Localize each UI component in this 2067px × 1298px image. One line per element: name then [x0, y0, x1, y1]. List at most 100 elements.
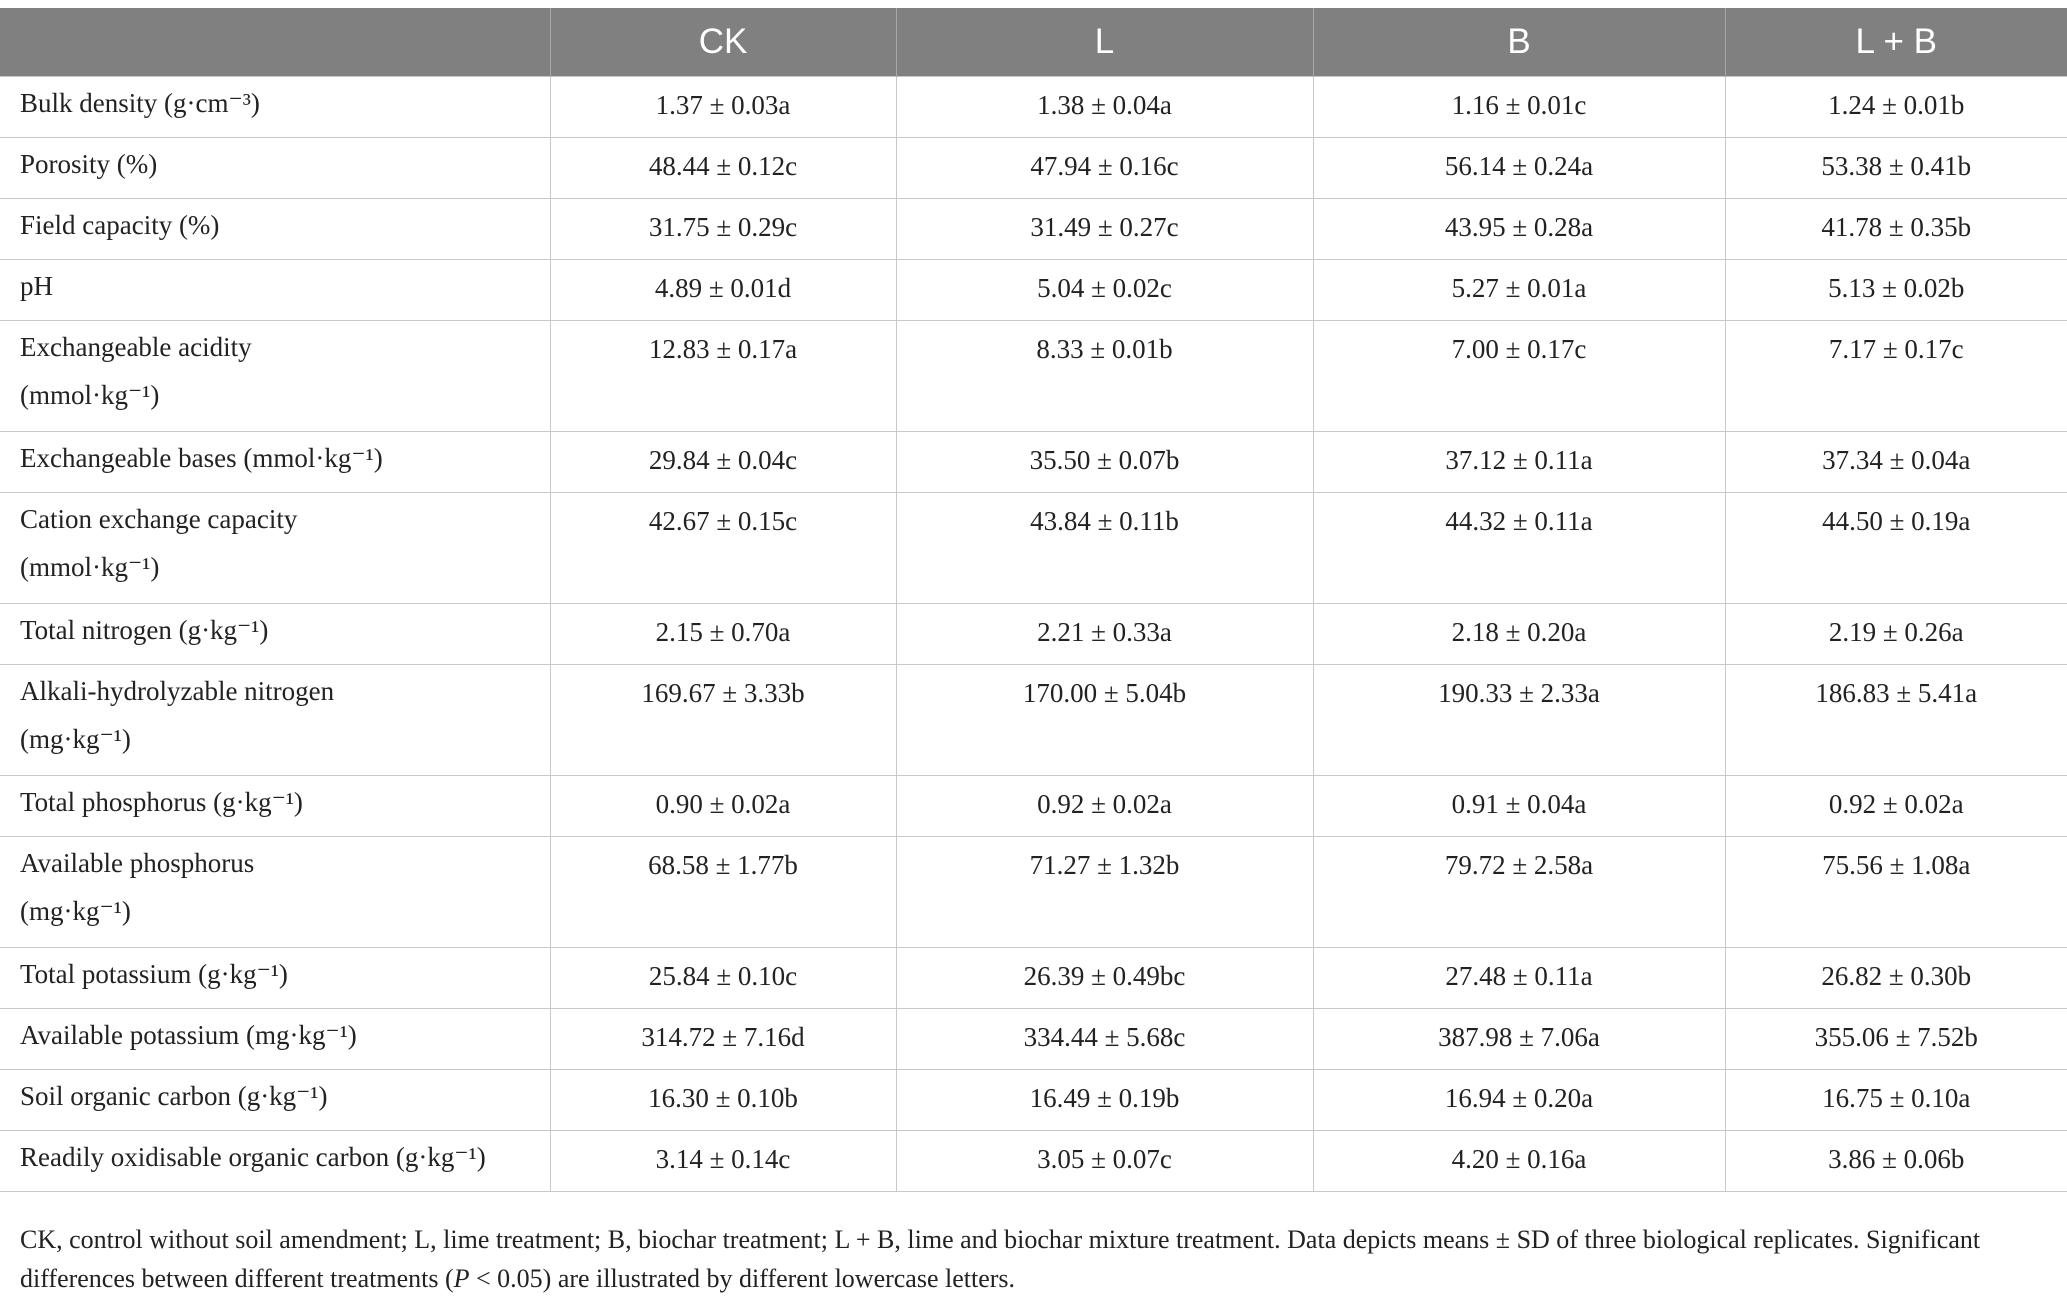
row-label-cell: Total nitrogen (g·kg⁻¹)	[0, 603, 551, 665]
value-cell: 5.13 ± 0.02b	[1724, 259, 2067, 321]
value-cell: 42.67 ± 0.15c	[549, 492, 897, 604]
row-label: Porosity (%)	[20, 149, 158, 179]
value-cell: 314.72 ± 7.16d	[549, 1008, 897, 1070]
value-cell: 37.12 ± 0.11a	[1312, 431, 1726, 493]
table-container: CK L B L + B Bulk density (g·cm⁻³) 1.37 ± 0.…	[0, 8, 2067, 1192]
row-label-cell: Available potassium (mg·kg⁻¹)	[0, 1008, 551, 1070]
table-row: Readily oxidisable organic carbon (g·kg⁻…	[0, 1130, 2067, 1192]
row-label: Readily oxidisable organic carbon (g·kg⁻…	[20, 1142, 486, 1172]
value-cell: 44.50 ± 0.19a	[1724, 492, 2067, 604]
row-label: Exchangeable acidity	[20, 332, 252, 362]
row-label-cell: Available phosphorus (mg·kg⁻¹)	[0, 836, 551, 948]
row-label-cell: Readily oxidisable organic carbon (g·kg⁻…	[0, 1130, 551, 1192]
header-cell-b: B	[1312, 8, 1726, 77]
header-row: CK L B L + B	[0, 8, 2067, 77]
table-row: Cation exchange capacity (mmol·kg⁻¹) 42.67…	[0, 492, 2067, 604]
row-label-cell: Soil organic carbon (g·kg⁻¹)	[0, 1069, 551, 1131]
row-label-cell: Bulk density (g·cm⁻³)	[0, 76, 551, 138]
value-cell: 68.58 ± 1.77b	[549, 836, 897, 948]
value-cell: 4.20 ± 0.16a	[1312, 1130, 1726, 1192]
value-cell: 16.94 ± 0.20a	[1312, 1069, 1726, 1131]
table-row: Available phosphorus (mg·kg⁻¹) 68.58 ± 1.7…	[0, 836, 2067, 948]
value-cell: 56.14 ± 0.24a	[1312, 137, 1726, 199]
value-cell: 29.84 ± 0.04c	[549, 431, 897, 493]
row-label-cell: Alkali-hydrolyzable nitrogen (mg·kg⁻¹)	[0, 664, 551, 776]
value-cell: 5.27 ± 0.01a	[1312, 259, 1726, 321]
row-label: Available phosphorus	[20, 848, 255, 878]
value-cell: 2.15 ± 0.70a	[549, 603, 897, 665]
row-label: Total nitrogen (g·kg⁻¹)	[20, 615, 269, 645]
header-cell-l: L	[895, 8, 1314, 77]
row-label-unit: (mmol·kg⁻¹)	[20, 380, 160, 410]
value-cell: 8.33 ± 0.01b	[895, 320, 1314, 432]
value-cell: 48.44 ± 0.12c	[549, 137, 897, 199]
value-cell: 25.84 ± 0.10c	[549, 947, 897, 1009]
table-row: Total phosphorus (g·kg⁻¹) 0.90 ± 0.02a 0.9…	[0, 775, 2067, 837]
row-label-cell: Total phosphorus (g·kg⁻¹)	[0, 775, 551, 837]
row-label-unit: (mg·kg⁻¹)	[20, 896, 131, 926]
value-cell: 2.18 ± 0.20a	[1312, 603, 1726, 665]
value-cell: 2.21 ± 0.33a	[895, 603, 1314, 665]
row-label: Alkali-hydrolyzable nitrogen	[20, 676, 335, 706]
value-cell: 0.90 ± 0.02a	[549, 775, 897, 837]
footnote-p-symbol: P	[453, 1264, 470, 1293]
row-label: Cation exchange capacity	[20, 504, 298, 534]
table-row: Alkali-hydrolyzable nitrogen (mg·kg⁻¹) 169…	[0, 664, 2067, 776]
value-cell: 71.27 ± 1.32b	[895, 836, 1314, 948]
value-cell: 31.75 ± 0.29c	[549, 198, 897, 260]
value-cell: 26.82 ± 0.30b	[1724, 947, 2067, 1009]
table-row: Porosity (%) 48.44 ± 0.12c 47.94 ± 0.16c 56…	[0, 137, 2067, 199]
value-cell: 44.32 ± 0.11a	[1312, 492, 1726, 604]
value-cell: 1.24 ± 0.01b	[1724, 76, 2067, 138]
row-label-cell: Cation exchange capacity (mmol·kg⁻¹)	[0, 492, 551, 604]
value-cell: 1.16 ± 0.01c	[1312, 76, 1726, 138]
table-row: pH 4.89 ± 0.01d 5.04 ± 0.02c 5.27 ± 0.01a 5.…	[0, 259, 2067, 321]
row-label-unit: (mg·kg⁻¹)	[20, 724, 131, 754]
value-cell: 3.14 ± 0.14c	[549, 1130, 897, 1192]
value-cell: 387.98 ± 7.06a	[1312, 1008, 1726, 1070]
value-cell: 26.39 ± 0.49bc	[895, 947, 1314, 1009]
value-cell: 12.83 ± 0.17a	[549, 320, 897, 432]
value-cell: 16.30 ± 0.10b	[549, 1069, 897, 1131]
value-cell: 190.33 ± 2.33a	[1312, 664, 1726, 776]
table-row: Exchangeable bases (mmol·kg⁻¹) 29.84 ± 0.…	[0, 431, 2067, 493]
value-cell: 43.95 ± 0.28a	[1312, 198, 1726, 260]
header-cell-lplusb: L + B	[1724, 8, 2067, 77]
table-row: Exchangeable acidity (mmol·kg⁻¹) 12.83 ± 0…	[0, 320, 2067, 432]
value-cell: 1.38 ± 0.04a	[895, 76, 1314, 138]
value-cell: 186.83 ± 5.41a	[1724, 664, 2067, 776]
value-cell: 0.91 ± 0.04a	[1312, 775, 1726, 837]
row-label-cell: Exchangeable acidity (mmol·kg⁻¹)	[0, 320, 551, 432]
value-cell: 334.44 ± 5.68c	[895, 1008, 1314, 1070]
row-label: Field capacity (%)	[20, 210, 220, 240]
value-cell: 47.94 ± 0.16c	[895, 137, 1314, 199]
table-row: Available potassium (mg·kg⁻¹) 314.72 ± 7.…	[0, 1008, 2067, 1070]
table-row: Soil organic carbon (g·kg⁻¹) 16.30 ± 0.10…	[0, 1069, 2067, 1131]
value-cell: 16.49 ± 0.19b	[895, 1069, 1314, 1131]
value-cell: 75.56 ± 1.08a	[1724, 836, 2067, 948]
row-label-unit: (mmol·kg⁻¹)	[20, 552, 160, 582]
soil-properties-table: CK L B L + B Bulk density (g·cm⁻³) 1.37 ± 0.…	[0, 8, 2067, 1192]
table-row: Total nitrogen (g·kg⁻¹) 2.15 ± 0.70a 2.21 …	[0, 603, 2067, 665]
value-cell: 1.37 ± 0.03a	[549, 76, 897, 138]
value-cell: 3.05 ± 0.07c	[895, 1130, 1314, 1192]
header-cell-ck: CK	[549, 8, 897, 77]
row-label: Bulk density (g·cm⁻³)	[20, 88, 260, 118]
value-cell: 31.49 ± 0.27c	[895, 198, 1314, 260]
row-label: Soil organic carbon (g·kg⁻¹)	[20, 1081, 328, 1111]
value-cell: 79.72 ± 2.58a	[1312, 836, 1726, 948]
value-cell: 0.92 ± 0.02a	[1724, 775, 2067, 837]
value-cell: 355.06 ± 7.52b	[1724, 1008, 2067, 1070]
value-cell: 7.17 ± 0.17c	[1724, 320, 2067, 432]
value-cell: 43.84 ± 0.11b	[895, 492, 1314, 604]
row-label: Total potassium (g·kg⁻¹)	[20, 959, 288, 989]
row-label: Available potassium (mg·kg⁻¹)	[20, 1020, 357, 1050]
value-cell: 2.19 ± 0.26a	[1724, 603, 2067, 665]
row-label-cell: Exchangeable bases (mmol·kg⁻¹)	[0, 431, 551, 493]
value-cell: 0.92 ± 0.02a	[895, 775, 1314, 837]
table-footnote: CK, control without soil amendment; L, l…	[20, 1220, 2050, 1298]
value-cell: 35.50 ± 0.07b	[895, 431, 1314, 493]
value-cell: 7.00 ± 0.17c	[1312, 320, 1726, 432]
row-label-cell: Total potassium (g·kg⁻¹)	[0, 947, 551, 1009]
value-cell: 37.34 ± 0.04a	[1724, 431, 2067, 493]
